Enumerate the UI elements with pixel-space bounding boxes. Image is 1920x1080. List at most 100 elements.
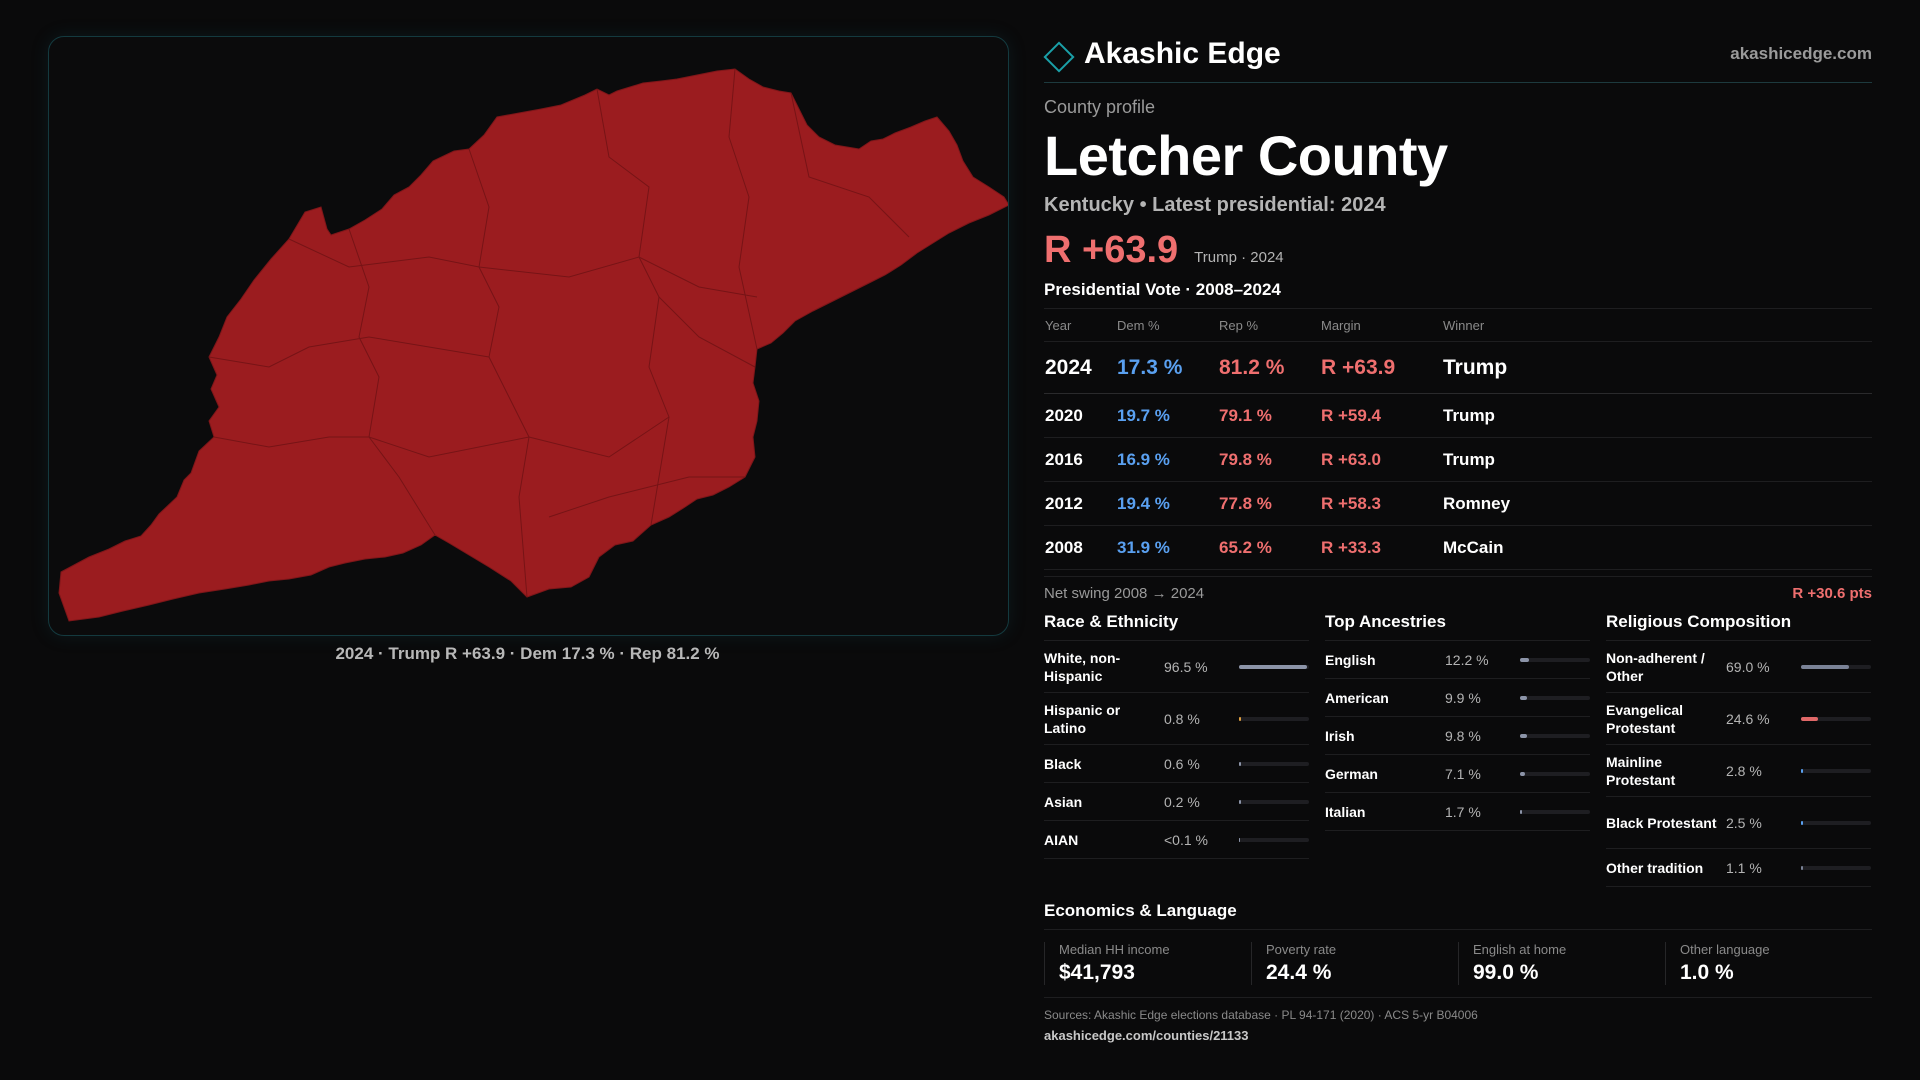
county-map[interactable] (49, 37, 1008, 635)
brand[interactable]: Akashic Edge (1043, 37, 1281, 73)
swing-value: R +30.6 pts (1792, 585, 1872, 602)
item-bar (1520, 809, 1590, 814)
cell-dem: 16.9 % (1116, 437, 1218, 482)
item-bar-fill (1520, 695, 1527, 700)
col-year: Year (1044, 309, 1116, 342)
cell-margin: R +59.4 (1320, 393, 1442, 438)
item-value: 12.2 % (1445, 651, 1489, 668)
item-bar-fill (1239, 761, 1241, 766)
item-bar-fill (1801, 716, 1819, 721)
county-shape[interactable] (58, 68, 1008, 622)
list-item: Black 0.6 % (1044, 745, 1309, 783)
race-section: Race & Ethnicity White, non-Hispanic 96.… (1044, 612, 1309, 887)
item-label: English (1325, 651, 1376, 668)
cell-rep: 81.2 % (1218, 341, 1320, 394)
economics-grid: Median HH income $41,793 Poverty rate 24… (1044, 942, 1872, 998)
item-bar (1239, 664, 1309, 669)
cell-year: 2008 (1044, 525, 1116, 570)
table-row: 2008 31.9 % 65.2 % R +33.3 McCain (1044, 525, 1872, 570)
cell-margin: R +63.9 (1320, 341, 1442, 394)
list-item: Asian 0.2 % (1044, 783, 1309, 821)
item-bar (1801, 768, 1871, 773)
item-label: American (1325, 689, 1389, 706)
item-label: Other tradition (1606, 859, 1704, 876)
col-rep: Rep % (1218, 309, 1320, 342)
economics-title: Economics & Language (1044, 901, 1872, 930)
item-bar (1801, 664, 1871, 669)
cell-winner: Trump (1442, 341, 1872, 394)
item-bar-fill (1520, 809, 1522, 814)
stat-label: English at home (1473, 942, 1567, 957)
item-value: 0.6 % (1164, 755, 1200, 772)
cell-winner: Trump (1442, 437, 1872, 482)
county-map-panel[interactable] (48, 36, 1009, 636)
item-bar (1520, 657, 1590, 662)
item-value: 96.5 % (1164, 658, 1208, 675)
item-value: 7.1 % (1445, 765, 1481, 782)
item-bar (1239, 716, 1309, 721)
stat-label: Poverty rate (1266, 942, 1337, 957)
item-value: 2.5 % (1726, 814, 1762, 831)
list-item: German 7.1 % (1325, 755, 1590, 793)
page-title: Letcher County (1044, 124, 1448, 187)
profile-panel: Akashic Edge akashicedge.com County prof… (1043, 30, 1872, 1043)
page-url[interactable]: akashicedge.com/counties/21133 (1044, 1028, 1249, 1043)
precinct-boundaries (208, 68, 910, 598)
stat-value: 24.4 % (1266, 961, 1332, 984)
cell-rep: 77.8 % (1218, 481, 1320, 526)
stat-value: $41,793 (1059, 961, 1135, 984)
item-bar-fill (1239, 716, 1241, 721)
vote-table-header: Year Dem % Rep % Margin Winner (1044, 309, 1872, 342)
col-margin: Margin (1320, 309, 1442, 342)
cell-dem: 17.3 % (1116, 341, 1218, 394)
list-item: Irish 9.8 % (1325, 717, 1590, 755)
stat-card: Poverty rate 24.4 % (1251, 942, 1458, 985)
stat-value: 99.0 % (1473, 961, 1539, 984)
list-item: English 12.2 % (1325, 641, 1590, 679)
list-item: Hispanic or Latino 0.8 % (1044, 693, 1309, 745)
item-bar-fill (1801, 820, 1803, 825)
list-item: Other tradition 1.1 % (1606, 849, 1871, 887)
item-bar-fill (1239, 664, 1307, 669)
stat-card: Other language 1.0 % (1665, 942, 1872, 985)
item-value: 0.2 % (1164, 793, 1200, 810)
item-value: 69.0 % (1726, 658, 1770, 675)
item-bar-fill (1520, 657, 1529, 662)
item-value: 1.1 % (1726, 859, 1762, 876)
item-label: White, non-Hispanic (1044, 649, 1121, 684)
stat-card: Median HH income $41,793 (1044, 942, 1251, 985)
item-bar-fill (1801, 768, 1803, 773)
item-value: 0.8 % (1164, 710, 1200, 727)
col-dem: Dem % (1116, 309, 1218, 342)
list-item: Evangelical Protestant 24.6 % (1606, 693, 1871, 745)
cell-winner: McCain (1442, 525, 1872, 570)
item-value: 24.6 % (1726, 710, 1770, 727)
list-item: White, non-Hispanic 96.5 % (1044, 641, 1309, 693)
item-label: Italian (1325, 803, 1366, 820)
list-item: Non-adherent / Other 69.0 % (1606, 641, 1871, 693)
subtitle: Kentucky • Latest presidential: 2024 (1044, 194, 1386, 216)
list-item: AIAN <0.1 % (1044, 821, 1309, 859)
headline-row: R +63.9 Trump · 2024 (1044, 229, 1872, 272)
item-value: 2.8 % (1726, 762, 1762, 779)
list-item: Black Protestant 2.5 % (1606, 797, 1871, 849)
cell-margin: R +33.3 (1320, 525, 1442, 570)
cell-margin: R +63.0 (1320, 437, 1442, 482)
item-bar-fill (1239, 799, 1241, 804)
headline-note: Trump · 2024 (1194, 249, 1284, 266)
cell-dem: 31.9 % (1116, 525, 1218, 570)
cell-year: 2024 (1044, 341, 1116, 394)
item-label: Black Protestant (1606, 814, 1717, 831)
header: Akashic Edge akashicedge.com (1043, 30, 1872, 83)
cell-rep: 79.8 % (1218, 437, 1320, 482)
item-bar (1801, 820, 1871, 825)
col-winner: Winner (1442, 309, 1872, 342)
item-bar (1520, 695, 1590, 700)
map-caption: 2024 · Trump R +63.9 · Dem 17.3 % · Rep … (335, 644, 720, 663)
item-bar (1239, 837, 1309, 842)
list-item: Mainline Protestant 2.8 % (1606, 745, 1871, 797)
item-bar (1520, 733, 1590, 738)
vote-table: Year Dem % Rep % Margin Winner 2024 17.3… (1044, 309, 1872, 570)
item-label: Irish (1325, 727, 1355, 744)
site-link[interactable]: akashicedge.com (1730, 44, 1872, 63)
